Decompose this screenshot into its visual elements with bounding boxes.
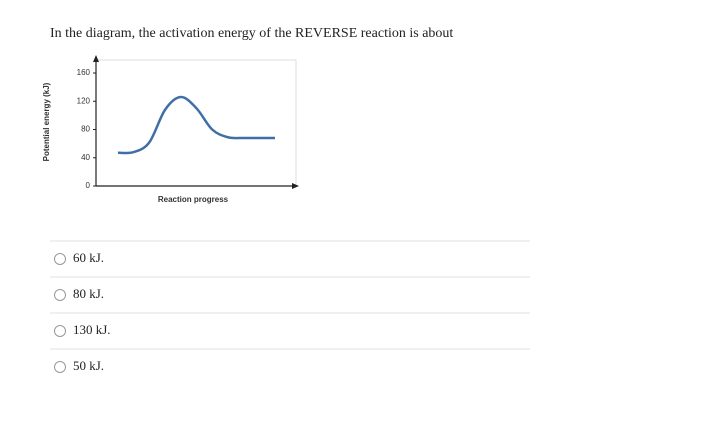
energy-curve (117, 95, 275, 155)
option-label[interactable]: 80 kJ. (73, 286, 104, 301)
question: In the diagram, the activation energy of… (50, 26, 453, 41)
x-axis-label: Reaction progress (158, 195, 229, 204)
y-axis-label: Potential energy (kJ) (42, 82, 51, 161)
x-arrow (292, 183, 299, 189)
plot-frame (95, 59, 297, 187)
y-tick-label: 0 (86, 181, 91, 190)
radio-button[interactable] (54, 253, 66, 265)
y-tick-label: 40 (81, 153, 90, 162)
y-tick-label: 120 (77, 96, 91, 105)
radio-button[interactable] (54, 361, 66, 373)
y-arrow (93, 55, 99, 62)
radio-button[interactable] (54, 325, 66, 337)
option-label[interactable]: 130 kJ. (73, 322, 111, 337)
y-tick-label: 80 (81, 125, 90, 134)
option-label[interactable]: 60 kJ. (73, 250, 104, 265)
option-label[interactable]: 50 kJ. (73, 358, 104, 373)
y-tick-label: 160 (77, 68, 91, 77)
radio-button[interactable] (54, 289, 66, 301)
